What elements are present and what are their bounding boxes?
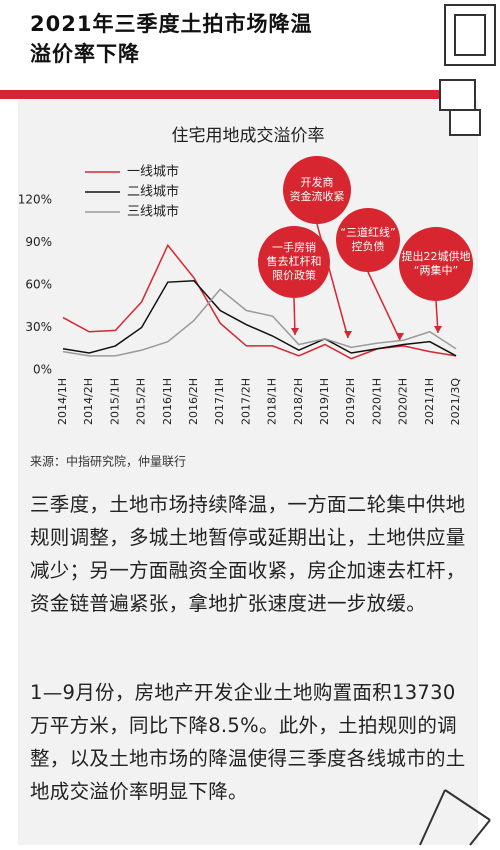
annotation-bubble <box>336 208 400 272</box>
x-tick-label: 2017/1H <box>213 378 226 425</box>
annotation-bubble <box>283 156 351 224</box>
y-tick-label: 90% <box>25 235 52 249</box>
annotation-bubble <box>399 227 473 301</box>
x-tick-label: 2015/1H <box>108 378 121 425</box>
paragraph: 三季度，土地市场持续降温，一方面二轮集中供地规则调整，多城土地暂停或延期出让，土… <box>30 493 466 615</box>
x-tick-label: 2018/2H <box>292 378 305 425</box>
paragraph: 1—9月份，房地产开发企业土地购置面积13730万平方米，同比下降8.5%。此外… <box>30 681 466 803</box>
x-tick-label: 2014/1H <box>56 378 69 425</box>
annotation-text: 一手房销 <box>272 240 316 254</box>
x-tick-label: 2014/2H <box>82 378 95 425</box>
y-tick-label: 60% <box>25 278 52 292</box>
card <box>18 100 478 845</box>
red-bar <box>0 90 445 99</box>
x-tick-label: 2021/1H <box>423 378 436 425</box>
annotation-bubble <box>258 226 330 298</box>
series-line <box>62 279 457 357</box>
title-line: 溢价率下降 <box>30 42 140 66</box>
y-tick-label: 30% <box>25 320 52 334</box>
x-tick-label: 2019/2H <box>344 378 357 425</box>
y-tick-label: 0% <box>33 363 52 377</box>
x-tick-label: 2019/1H <box>318 378 331 425</box>
arrow-head <box>291 328 299 335</box>
x-tick-label: 2016/2H <box>187 378 200 425</box>
annotation-text: 售去杠杆和 <box>267 254 322 268</box>
annotation-text: 提出22城供地 <box>402 249 471 263</box>
legend-label: 一线城市 <box>127 164 179 180</box>
annotation-text: 资金流收紧 <box>290 189 345 203</box>
y-tick-label: 120% <box>18 193 52 207</box>
chart-title: 住宅用地成交溢价率 <box>172 126 325 146</box>
x-tick-label: 2020/2H <box>397 378 410 425</box>
annotation-text: “三道红线” <box>340 225 395 239</box>
decoration <box>419 4 496 846</box>
x-tick-label: 2016/1H <box>161 378 174 425</box>
title-line: 2021年三季度土拍市场降温 <box>30 12 313 36</box>
x-tick-label: 2021/3Q <box>449 378 462 426</box>
x-tick-label: 2018/1H <box>266 378 279 425</box>
annotation-text: 开发商 <box>301 175 334 189</box>
legend-label: 三线城市 <box>127 204 179 220</box>
x-tick-label: 2017/2H <box>239 378 252 425</box>
arrow-head <box>344 331 352 338</box>
arrow <box>316 223 349 339</box>
source: 来源：中指研究院，仲量联行 <box>30 454 186 469</box>
arrow-head <box>396 333 404 340</box>
arrow-head <box>434 326 442 333</box>
series-line <box>62 288 457 357</box>
annotation-text: 控负债 <box>352 239 385 253</box>
annotation-text: 限价政策 <box>272 268 316 282</box>
x-tick-label: 2015/2H <box>135 378 148 425</box>
arrow <box>367 271 401 341</box>
legend-label: 二线城市 <box>127 184 179 200</box>
x-tick-label: 2020/1H <box>370 378 383 425</box>
annotation-text: “两集中” <box>414 263 458 277</box>
